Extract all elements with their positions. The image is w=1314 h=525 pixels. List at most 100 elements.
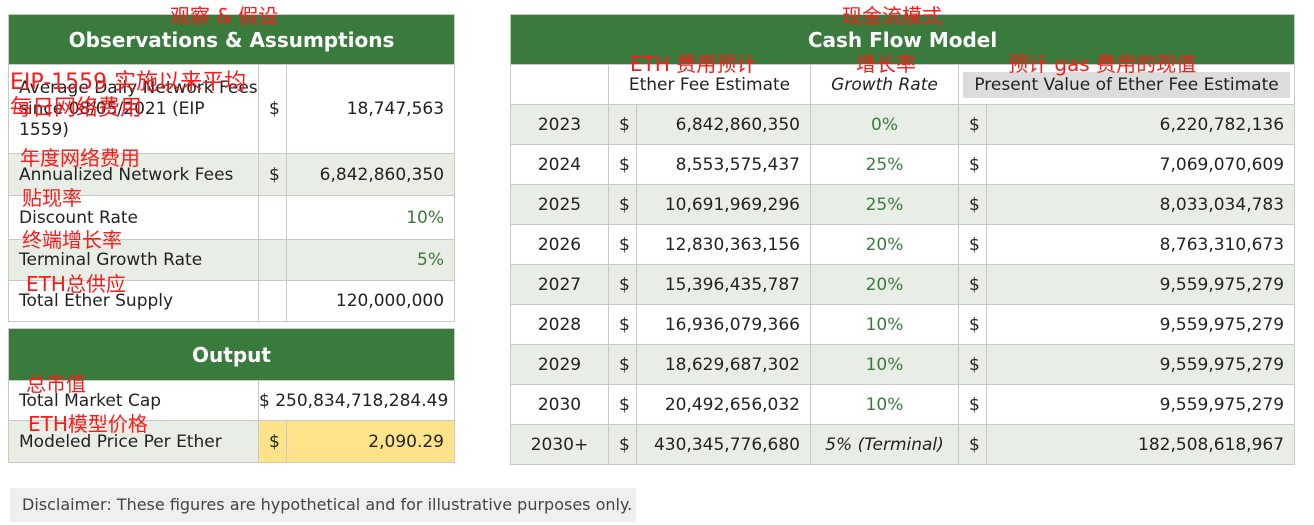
present-value-cell: 6,220,782,136: [985, 104, 1296, 145]
dollar-sign: $: [258, 153, 287, 196]
growth-rate-cell: 10%: [810, 384, 959, 425]
dollar-sign: $: [958, 344, 987, 385]
year-cell: 2023: [510, 104, 609, 145]
fee-estimate-cell: 18,629,687,302: [636, 344, 811, 385]
table-row: 2027 $15,396,435,787 20% $9,559,975,279: [510, 264, 1296, 305]
growth-rate-cell: 10%: [810, 304, 959, 345]
dollar-sign: $: [958, 104, 987, 145]
table-row: 2023 $6,842,860,350 0% $6,220,782,136: [510, 104, 1296, 145]
dollar-sign: $: [958, 144, 987, 185]
price-per-ether-value: 2,090.29: [286, 420, 455, 463]
table-row: 2030+ $430,345,776,680 5% (Terminal) $182,5…: [510, 424, 1296, 465]
growth-rate-cell: 10%: [810, 344, 959, 385]
fee-estimate-cell: 15,396,435,787: [636, 264, 811, 305]
year-cell: 2027: [510, 264, 609, 305]
discount-rate-value: 10%: [285, 195, 456, 240]
price-per-ether-label: Modeled Price Per Ether: [8, 420, 259, 463]
fee-estimate-cell: 20,492,656,032: [636, 384, 811, 425]
cashflow-table: Cash Flow Model Ether Fee Estimate Growt…: [509, 14, 1296, 465]
fee-estimate-cell: 8,553,575,437: [636, 144, 811, 185]
total-supply-value: 120,000,000: [285, 280, 456, 322]
fee-estimate-cell: 6,842,860,350: [636, 104, 811, 145]
growth-rate-header: Growth Rate: [810, 64, 959, 105]
growth-rate-cell: 25%: [810, 144, 959, 185]
dollar-sign: $: [958, 304, 987, 345]
present-value-header-cell: Present Value of Ether Fee Estimate: [957, 64, 1296, 105]
growth-rate-cell: 0%: [810, 104, 959, 145]
dollar-sign: $: [608, 384, 637, 425]
market-cap-label: Total Market Cap: [8, 380, 259, 421]
table-row: 2026 $12,830,363,156 20% $8,763,310,673: [510, 224, 1296, 265]
table-row: Total Market Cap $ 250,834,718,284.49: [8, 380, 455, 421]
growth-rate-cell: 20%: [810, 264, 959, 305]
output-panel: Output Total Market Cap $ 250,834,718,28…: [8, 328, 455, 463]
present-value-cell: 7,069,070,609: [985, 144, 1296, 185]
table-row: Discount Rate 10%: [8, 195, 456, 240]
year-cell: 2026: [510, 224, 609, 265]
dollar-sign: $: [608, 184, 637, 225]
terminal-growth-label: Terminal Growth Rate: [8, 239, 259, 281]
output-title: Output: [8, 328, 455, 381]
table-row: Total Ether Supply 120,000,000: [8, 280, 456, 322]
discount-rate-label: Discount Rate: [8, 195, 259, 240]
fee-estimate-cell: 12,830,363,156: [636, 224, 811, 265]
terminal-growth-value: 5%: [285, 239, 456, 281]
year-cell: 2029: [510, 344, 609, 385]
empty-cell: [258, 280, 287, 322]
observations-table: Observations & Assumptions Average Daily…: [7, 14, 456, 322]
table-row: 2025 $10,691,969,296 25% $8,033,034,783: [510, 184, 1296, 225]
growth-rate-cell: 5% (Terminal): [810, 424, 959, 465]
annualized-fees-label: Annualized Network Fees: [8, 153, 259, 196]
empty-cell: [258, 195, 287, 240]
dollar-sign: $: [608, 424, 637, 465]
dollar-sign: $: [608, 104, 637, 145]
year-cell: 2028: [510, 304, 609, 345]
cashflow-rows: 2023 $6,842,860,350 0% $6,220,782,136 2024 $8…: [510, 104, 1296, 465]
year-cell: 2030+: [510, 424, 609, 465]
year-cell: 2024: [510, 144, 609, 185]
table-row: 2030 $20,492,656,032 10% $9,559,975,279: [510, 384, 1296, 425]
dollar-sign: $: [608, 344, 637, 385]
observations-title: Observations & Assumptions: [7, 14, 456, 65]
present-value-cell: 9,559,975,279: [985, 344, 1296, 385]
dollar-sign: $: [958, 224, 987, 265]
present-value-header: Present Value of Ether Fee Estimate: [963, 71, 1291, 98]
present-value-cell: 8,033,034,783: [985, 184, 1296, 225]
table-row: 2028 $16,936,079,366 10% $9,559,975,279: [510, 304, 1296, 345]
table-row: 2024 $8,553,575,437 25% $7,069,070,609: [510, 144, 1296, 185]
growth-rate-cell: 25%: [810, 184, 959, 225]
table-row: Modeled Price Per Ether $ 2,090.29: [8, 420, 455, 463]
avg-daily-fees-label: Average Daily Network Fees since 08/05/2…: [8, 64, 259, 154]
fee-estimate-header: Ether Fee Estimate: [608, 64, 811, 105]
dollar-sign: $: [958, 424, 987, 465]
disclaimer: Disclaimer: These figures are hypothetic…: [10, 488, 636, 522]
present-value-cell: 9,559,975,279: [985, 304, 1296, 345]
annualized-fees-value: 6,842,860,350: [285, 153, 456, 196]
dollar-sign: $: [608, 304, 637, 345]
fee-estimate-cell: 16,936,079,366: [636, 304, 811, 345]
growth-rate-cell: 20%: [810, 224, 959, 265]
empty-cell: [258, 239, 287, 281]
dollar-sign: $: [608, 264, 637, 305]
present-value-cell: 182,508,618,967: [985, 424, 1296, 465]
table-row: Average Daily Network Fees since 08/05/2…: [8, 64, 456, 154]
observations-panel: Observations & Assumptions Average Daily…: [7, 14, 456, 322]
present-value-cell: 8,763,310,673: [985, 224, 1296, 265]
present-value-cell: 9,559,975,279: [985, 264, 1296, 305]
table-row: Terminal Growth Rate 5%: [8, 239, 456, 281]
fee-estimate-cell: 10,691,969,296: [636, 184, 811, 225]
dollar-sign: $: [608, 144, 637, 185]
avg-daily-fees-value: 18,747,563: [285, 64, 456, 154]
table-row: Annualized Network Fees $ 6,842,860,350: [8, 153, 456, 196]
market-cap-value: $ 250,834,718,284.49: [258, 380, 455, 421]
cashflow-title: Cash Flow Model: [509, 14, 1296, 65]
year-cell: 2030: [510, 384, 609, 425]
dollar-sign: $: [608, 224, 637, 265]
total-supply-label: Total Ether Supply: [8, 280, 259, 322]
cashflow-panel: Cash Flow Model Ether Fee Estimate Growt…: [509, 14, 1296, 465]
dollar-sign: $: [958, 264, 987, 305]
fee-estimate-cell: 430,345,776,680: [636, 424, 811, 465]
dollar-sign: $: [258, 64, 287, 154]
table-row: 2029 $18,629,687,302 10% $9,559,975,279: [510, 344, 1296, 385]
dollar-sign: $: [958, 384, 987, 425]
